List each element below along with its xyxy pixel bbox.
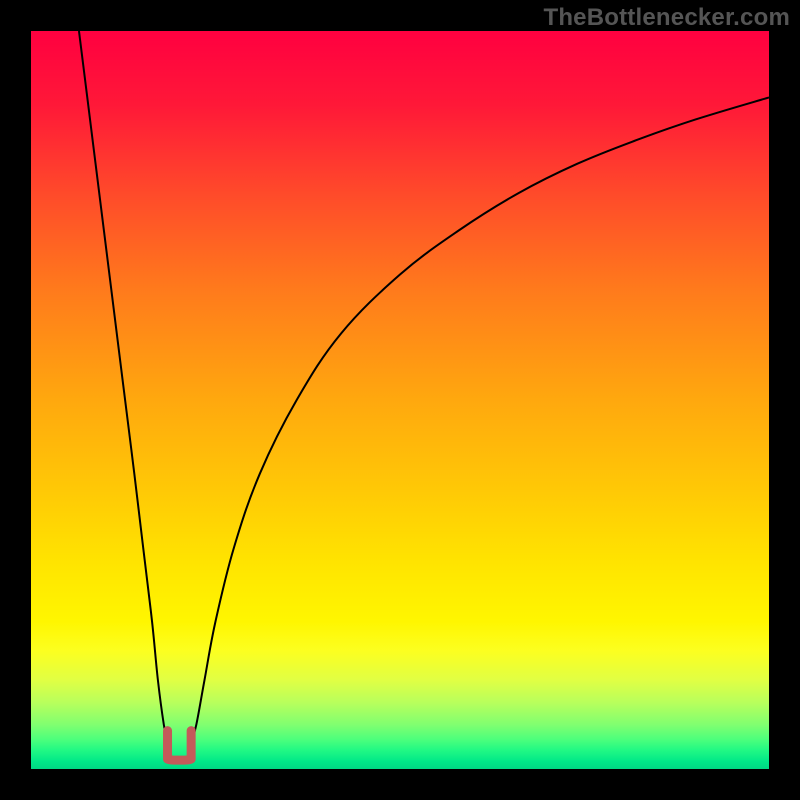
bottleneck-chart (0, 0, 800, 800)
watermark-text: TheBottlenecker.com (543, 4, 790, 32)
